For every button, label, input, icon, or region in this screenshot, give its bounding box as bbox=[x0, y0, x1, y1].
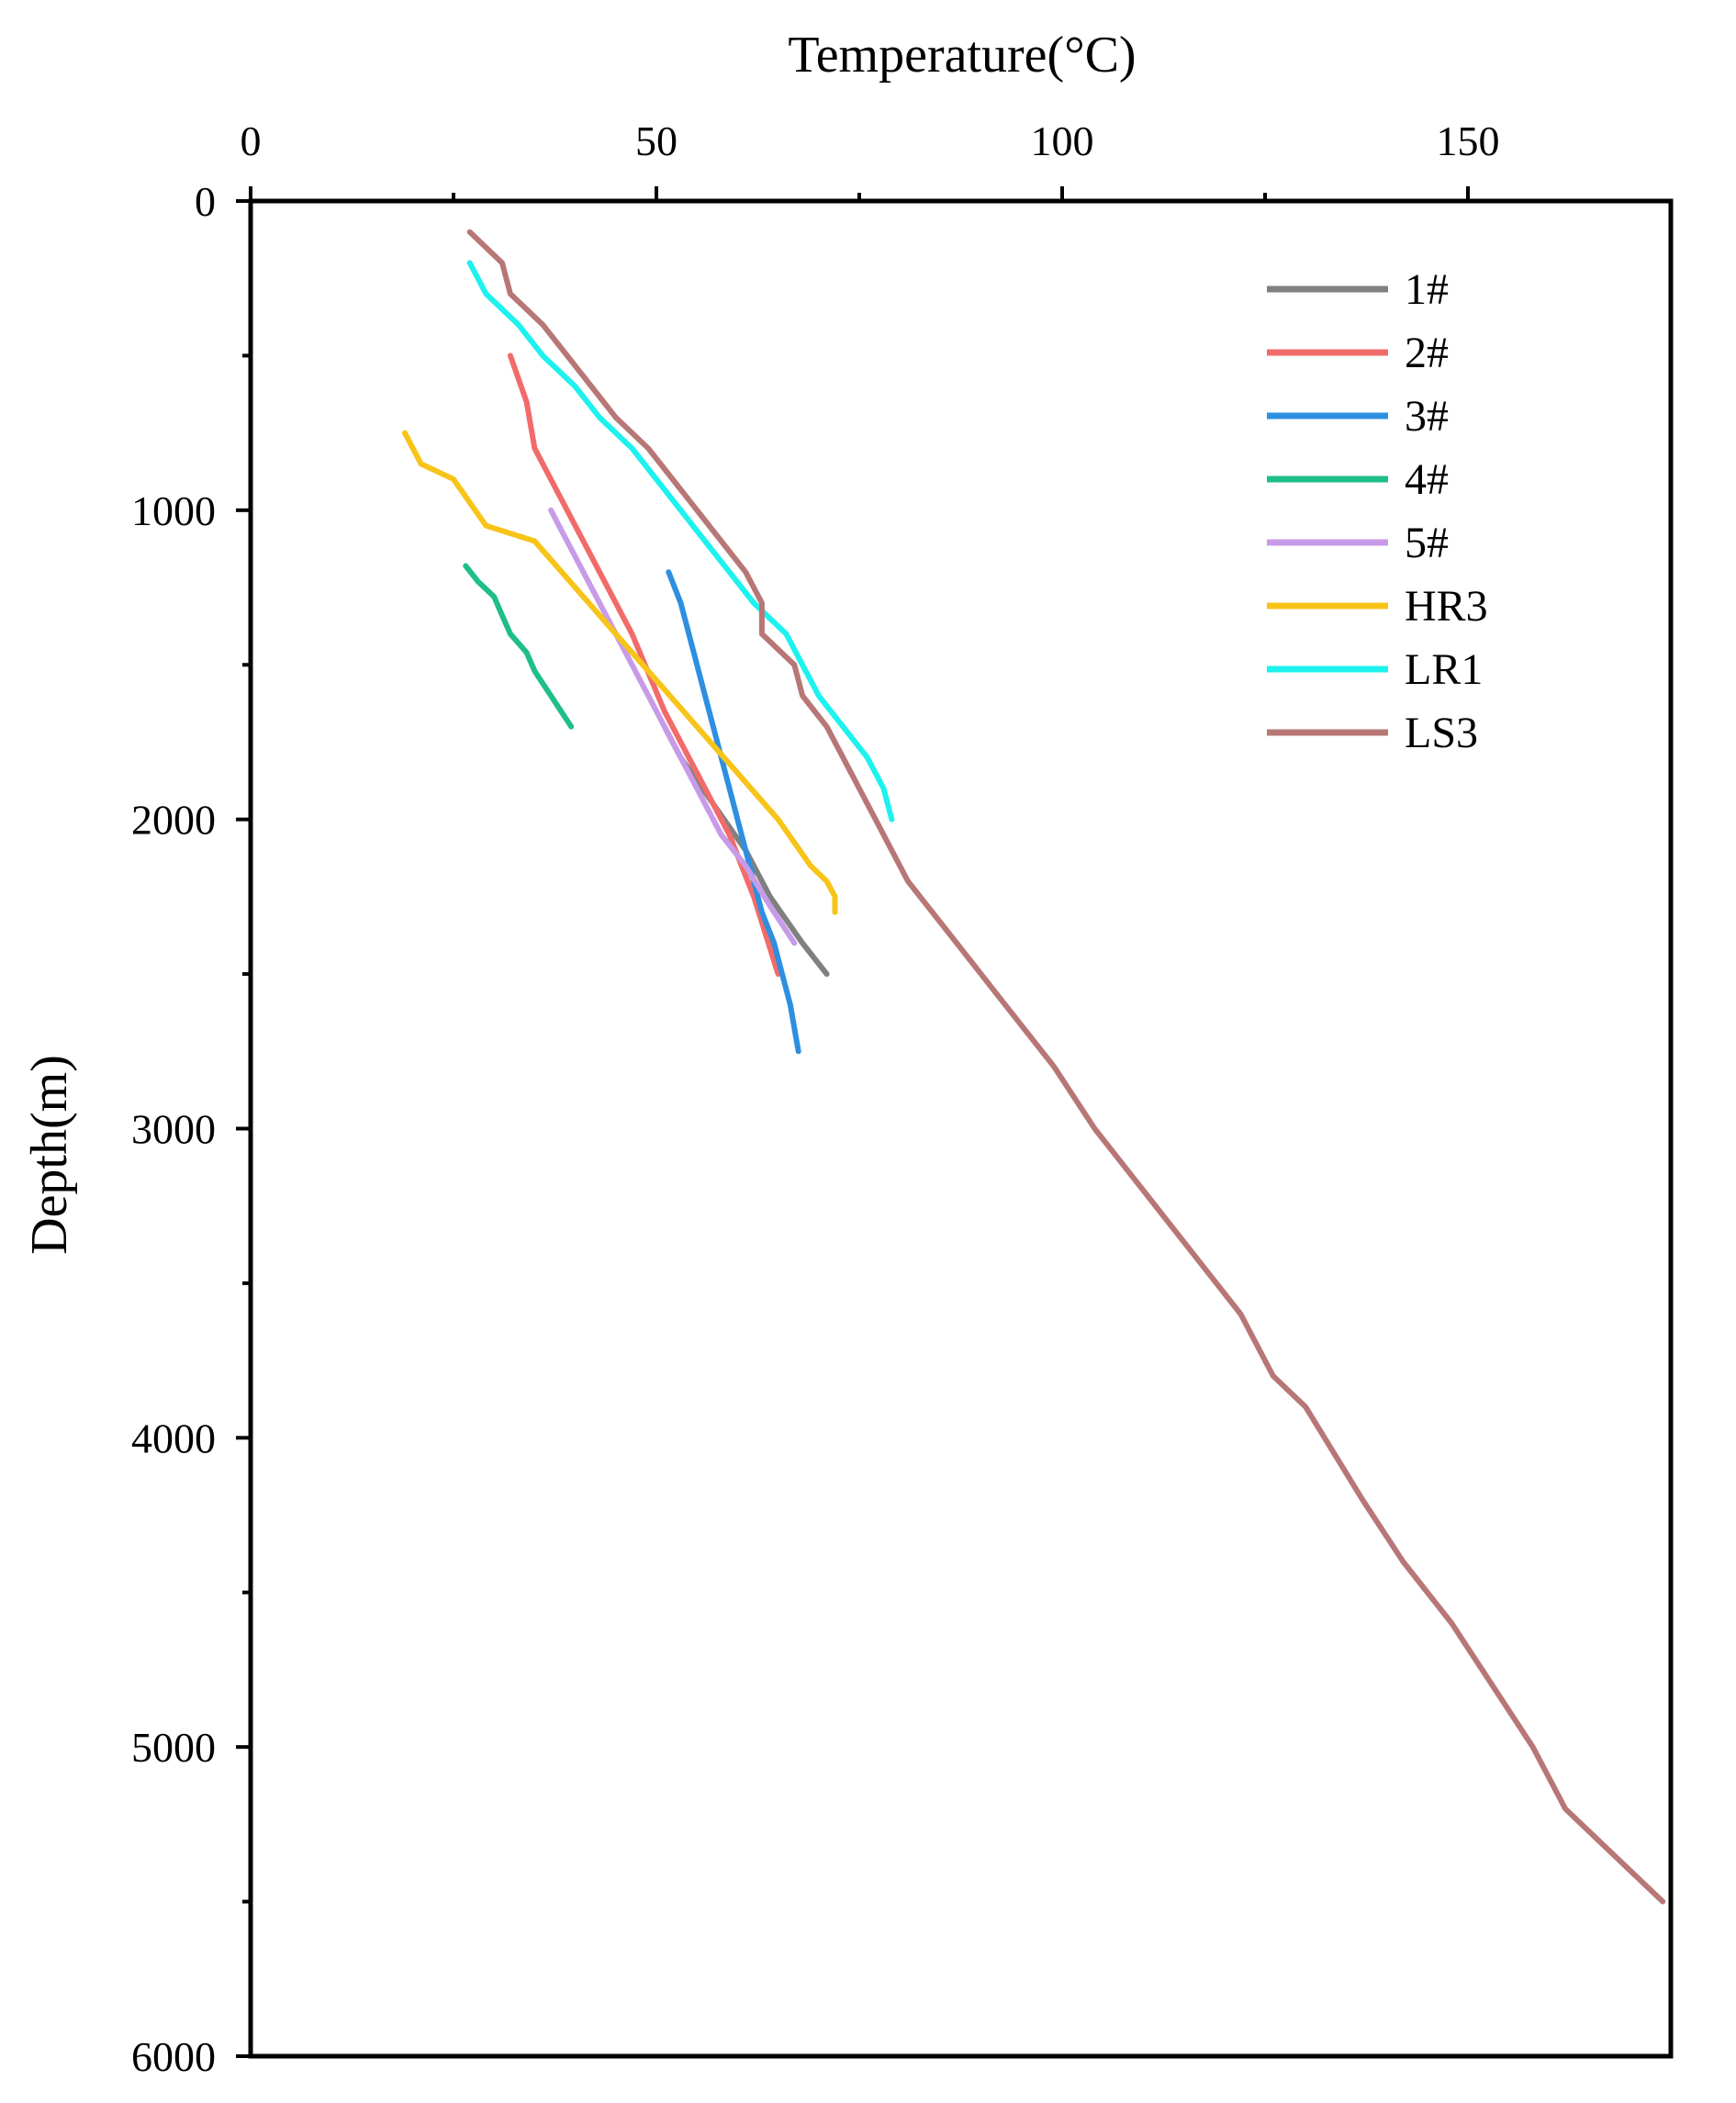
x-tick-label: 50 bbox=[635, 117, 678, 164]
series-line-3 bbox=[666, 569, 801, 1055]
series-line-8 bbox=[466, 229, 1666, 1905]
legend-label: LS3 bbox=[1405, 709, 1478, 757]
y-tick-label: 1000 bbox=[131, 487, 216, 534]
legend-label: 2# bbox=[1405, 329, 1449, 377]
y-tick-label: 5000 bbox=[131, 1724, 216, 1771]
series-line-7 bbox=[466, 260, 895, 822]
y-tick-label: 2000 bbox=[131, 797, 216, 844]
axes bbox=[248, 198, 1674, 2059]
legend-label: 3# bbox=[1405, 392, 1449, 441]
legend-label: 5# bbox=[1405, 519, 1449, 567]
y-tick-label: 3000 bbox=[131, 1106, 216, 1153]
legend-label: HR3 bbox=[1405, 582, 1488, 631]
series-lines bbox=[402, 229, 1666, 1905]
y-axis-title: Depth(m) bbox=[21, 1055, 78, 1255]
x-axis-title: Temperature(°C) bbox=[788, 27, 1136, 84]
x-tick-label: 0 bbox=[241, 117, 262, 164]
series-line-6 bbox=[402, 430, 838, 915]
series-line-5 bbox=[548, 507, 798, 946]
tick-labels: 0 50 100 150 0 1000 2000 3000 4000 5000 6000 bbox=[131, 117, 1500, 2080]
legend-label: 1# bbox=[1405, 265, 1449, 314]
x-tick-label: 100 bbox=[1031, 117, 1094, 164]
y-tick-label: 4000 bbox=[131, 1415, 216, 1461]
legend-label: LR1 bbox=[1405, 645, 1483, 694]
legend: 1# 2# 3# 4# 5# HR3 LR1 LS3 bbox=[1267, 265, 1488, 757]
y-tick-label: 0 bbox=[195, 178, 216, 225]
y-tick-label: 6000 bbox=[131, 2033, 216, 2080]
legend-label: 4# bbox=[1405, 455, 1449, 504]
series-line-4 bbox=[463, 563, 575, 730]
x-tick-label: 150 bbox=[1437, 117, 1500, 164]
tick-marks bbox=[236, 186, 1470, 2058]
